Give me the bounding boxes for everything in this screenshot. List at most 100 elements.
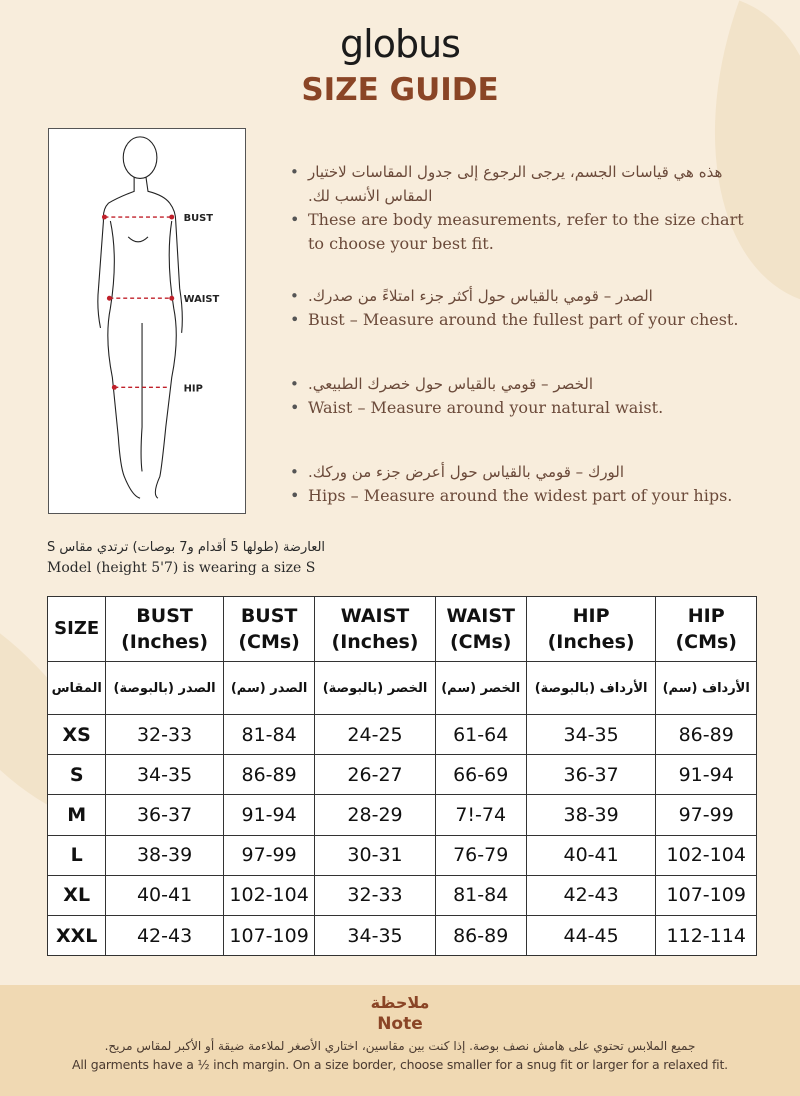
header-unit: (Inches) [121, 631, 209, 653]
measurement-cell: 38-39 [525, 794, 657, 836]
measurement-cell: 30-31 [314, 834, 436, 876]
size-chart-table: SIZE BUST (Inches) BUST (CMs) WAIST (Inches) WA… [46, 596, 757, 957]
header-measure: SIZE [54, 618, 100, 639]
body-measurement-figure: BUST WAIST HIP [48, 128, 246, 514]
column-header: BUST (Inches) [105, 596, 224, 662]
measurement-cell: 81-84 [434, 874, 527, 916]
header-unit: (CMs) [675, 631, 737, 653]
column-header: WAIST (CMs) [434, 596, 527, 662]
header-measure: BUST [240, 605, 298, 627]
size-cell: M [46, 794, 107, 836]
measurement-cell: 28-29 [314, 794, 436, 836]
measurement-cell: 81-84 [222, 713, 316, 756]
column-header-ar: المقاس [46, 661, 107, 715]
waist-label: WAIST [184, 294, 220, 305]
measurement-cell: 24-25 [314, 713, 436, 756]
bullet-en: Hips – Measure around the widest part of… [288, 484, 758, 508]
measurement-cell: 34-35 [525, 713, 657, 756]
measurement-cell: 97-99 [222, 834, 316, 876]
measurement-cell: 36-37 [525, 754, 657, 796]
measurement-cell: 91-94 [222, 794, 316, 836]
measurement-cell: 40-41 [105, 874, 224, 916]
measurement-cell: 40-41 [525, 834, 657, 876]
measurement-cell: 26-27 [314, 754, 436, 796]
measurement-cell: 61-64 [434, 713, 527, 756]
header-measure: HIP [687, 605, 725, 627]
model-info-en: Model (height 5'7) is wearing a size S [47, 560, 316, 576]
measurement-cell: 34-35 [105, 754, 224, 796]
column-header-ar: الخصر (بالبوصة) [314, 661, 436, 715]
header-unit: (Inches) [331, 631, 419, 653]
measurement-instructions: هذه هي قياسات الجسم، يرجى الرجوع إلى جدو… [288, 160, 758, 508]
measurement-cell: 97-99 [655, 794, 757, 836]
note-text-ar: جميع الملابس تحتوي على هامش نصف بوصة. إذ… [104, 1039, 696, 1053]
model-info-ar: العارضة (طولها 5 أقدام و7 بوصات) ترتدي م… [47, 540, 326, 555]
size-cell: L [46, 834, 107, 876]
body-silhouette-icon: BUST WAIST HIP [97, 136, 220, 499]
column-header-ar: الأرداف (بالبوصة) [525, 661, 657, 715]
note-text-en: All garments have a ½ inch margin. On a … [72, 1057, 728, 1072]
brand-logo: globus [340, 22, 461, 66]
table-row: L 38-39 97-99 30-31 76-79 40-41 102-104 [46, 834, 757, 876]
measurement-cell: 36-37 [105, 794, 224, 836]
measurement-cell: 42-43 [525, 874, 657, 916]
column-header-ar: الأرداف (سم) [655, 661, 757, 715]
measurement-cell: 112-114 [655, 914, 757, 957]
header-measure: BUST [136, 605, 193, 627]
measurement-cell: 34-35 [314, 914, 436, 957]
hip-label: HIP [184, 383, 203, 394]
measurement-cell: 76-79 [434, 834, 527, 876]
size-cell: XL [46, 874, 107, 916]
column-header-ar: الخصر (سم) [434, 661, 527, 715]
bust-label: BUST [184, 213, 214, 224]
header-unit: (CMs) [238, 631, 300, 653]
column-header-ar: الصدر (سم) [222, 661, 316, 715]
measurement-cell: 91-94 [655, 754, 757, 796]
header-measure: WAIST [446, 605, 515, 627]
bullet-ar: الورك – قومي بالقياس حول أعرض جزء من ورك… [288, 460, 758, 484]
table-row: S 34-35 86-89 26-27 66-69 36-37 91-94 [46, 754, 757, 796]
column-header: BUST (CMs) [222, 596, 316, 662]
measurement-cell: 32-33 [105, 713, 224, 756]
measurement-cell: 42-43 [105, 914, 224, 957]
size-cell: S [46, 754, 107, 796]
page-title: SIZE GUIDE [301, 72, 499, 108]
column-header: HIP (Inches) [525, 596, 657, 662]
note-title-ar: ملاحظة [370, 993, 430, 1012]
measurement-cell: 7!-74 [434, 794, 527, 836]
note-section: ملاحظة Note جميع الملابس تحتوي على هامش … [0, 985, 800, 1096]
measurement-cell: 44-45 [525, 914, 657, 957]
table-row: XXL 42-43 107-109 34-35 86-89 44-45 112-114 [46, 914, 757, 957]
header-unit: (CMs) [449, 631, 512, 653]
bullet-en: Bust – Measure around the fullest part o… [288, 308, 758, 332]
measurement-cell: 32-33 [314, 874, 436, 916]
measurement-cell: 107-109 [655, 874, 757, 916]
measurement-cell: 102-104 [222, 874, 316, 916]
model-info: العارضة (طولها 5 أقدام و7 بوصات) ترتدي م… [47, 538, 325, 578]
size-cell: XXL [46, 914, 107, 957]
measurement-cell: 86-89 [434, 914, 527, 957]
table-row: XL 40-41 102-104 32-33 81-84 42-43 107-109 [46, 874, 757, 916]
bullet-ar: هذه هي قياسات الجسم، يرجى الرجوع إلى جدو… [288, 160, 758, 208]
header-measure: WAIST [340, 605, 410, 627]
measurement-cell: 86-89 [655, 713, 757, 756]
measurement-cell: 86-89 [222, 754, 316, 796]
column-header: WAIST (Inches) [314, 596, 436, 662]
measurement-cell: 38-39 [105, 834, 224, 876]
bullet-en: These are body measurements, refer to th… [288, 208, 758, 256]
table-row: XS 32-33 81-84 24-25 61-64 34-35 86-89 [46, 713, 757, 756]
bullet-ar: الخصر – قومي بالقياس حول خصرك الطبيعي. [288, 372, 758, 396]
bullet-en: Waist – Measure around your natural wais… [288, 396, 758, 420]
bullet-ar: الصدر – قومي بالقياس حول أكثر جزء امتلاء… [288, 284, 758, 308]
column-header-ar: الصدر (بالبوصة) [105, 661, 224, 715]
size-cell: XS [46, 713, 107, 756]
header-unit: (Inches) [547, 631, 635, 653]
column-header: HIP (CMs) [655, 596, 757, 662]
header-measure: HIP [572, 605, 610, 627]
measurement-cell: 107-109 [222, 914, 316, 957]
measurement-cell: 102-104 [655, 834, 757, 876]
measurement-cell: 66-69 [434, 754, 527, 796]
table-row: M 36-37 91-94 28-29 7!-74 38-39 97-99 [46, 794, 757, 836]
column-header: SIZE [46, 596, 107, 662]
note-title-en: Note [377, 1014, 423, 1034]
